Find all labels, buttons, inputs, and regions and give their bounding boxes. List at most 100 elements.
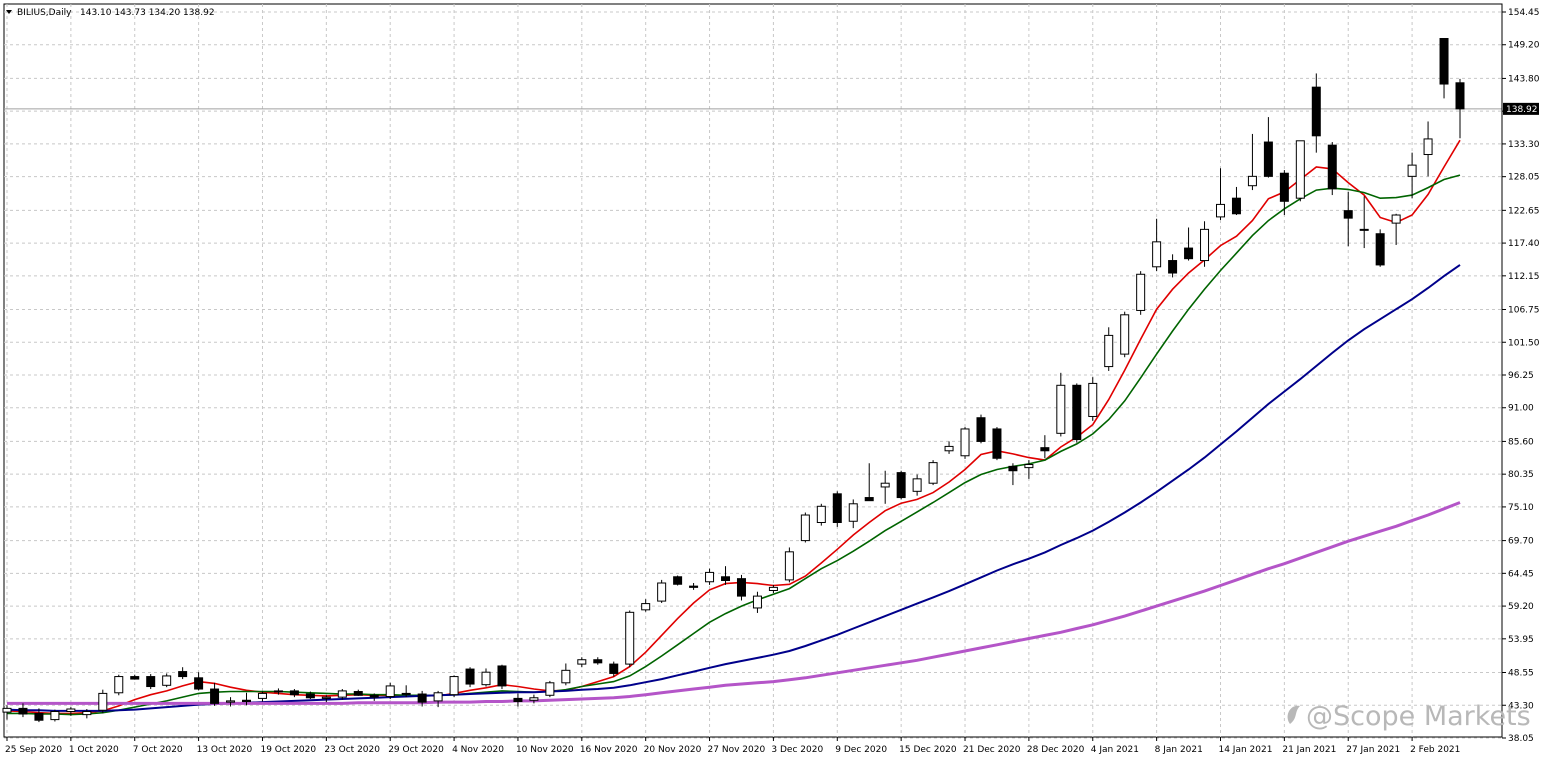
candle — [226, 697, 236, 707]
candle-body-bear — [242, 699, 252, 703]
candle-body-bull — [577, 659, 587, 665]
candle — [1152, 218, 1162, 272]
candle-body-bull — [226, 700, 236, 703]
candle-body-bear — [273, 690, 283, 693]
candle — [513, 693, 523, 707]
candle — [1104, 327, 1114, 371]
candle-body-bear — [992, 428, 1002, 459]
x-tick-label: 10 Nov 2020 — [516, 745, 574, 755]
grid — [3, 3, 1503, 739]
candle-body-bull — [1295, 140, 1305, 199]
candle-body-bull — [1247, 175, 1257, 187]
ma-fast-line — [6, 139, 1461, 715]
candle — [353, 689, 363, 696]
candle — [433, 690, 443, 708]
candle — [162, 673, 172, 688]
candle-body-bull — [1215, 203, 1225, 218]
ma-mid-line — [7, 174, 1461, 716]
candle-body-bear — [401, 692, 411, 695]
candle — [369, 693, 379, 701]
y-tick-label: 69.70 — [1508, 537, 1534, 547]
candle-body-bear — [1327, 144, 1337, 190]
candle-body-bear — [736, 578, 746, 597]
y-tick-label: 43.30 — [1508, 701, 1534, 711]
y-tick-label: 101.50 — [1508, 338, 1540, 348]
candle-body-bull — [625, 611, 635, 665]
triangle-down-icon[interactable] — [6, 10, 12, 14]
x-tick-label: 2 Feb 2021 — [1410, 745, 1460, 755]
candle-body-bear — [1343, 210, 1353, 219]
candle-body-bull — [1391, 214, 1401, 224]
current-price-tag — [1503, 102, 1539, 115]
candle — [1231, 186, 1241, 216]
candle — [1391, 213, 1401, 245]
candle-body-bear — [178, 671, 188, 678]
x-tick-label: 21 Dec 2020 — [963, 745, 1021, 755]
candle — [114, 674, 124, 696]
candle — [146, 674, 156, 690]
candle-body-bear — [465, 668, 475, 685]
y-tick-label: 133.30 — [1508, 140, 1540, 150]
y-tick-label: 85.60 — [1508, 437, 1534, 447]
candle — [1423, 121, 1433, 177]
x-tick-label: 4 Nov 2020 — [452, 745, 504, 755]
x-tick-label: 19 Oct 2020 — [260, 745, 316, 755]
candle-body-bear — [864, 497, 874, 502]
candle-body-bull — [1407, 164, 1417, 177]
candle — [545, 680, 555, 698]
candles — [2, 38, 1465, 723]
candle-body-bear — [689, 585, 699, 588]
candle-body-bear — [130, 676, 140, 680]
y-tick-label: 149.20 — [1508, 41, 1540, 51]
candle-body-bull — [337, 690, 347, 698]
candle-body-bull — [257, 692, 267, 699]
candle-body-bear — [1040, 447, 1050, 452]
candle — [257, 691, 267, 702]
candle-body-bull — [50, 710, 60, 721]
candle — [864, 463, 874, 502]
candle-body-bear — [609, 663, 619, 674]
candle — [976, 414, 986, 444]
candle-body-bull — [162, 675, 172, 686]
candle-body-bear — [417, 693, 427, 703]
candle-body-bear — [497, 665, 507, 687]
candle — [1136, 271, 1146, 315]
candle-body-bull — [1136, 273, 1146, 311]
candle — [1247, 133, 1257, 191]
y-tick-label: 53.95 — [1508, 635, 1534, 645]
candle-body-bull — [768, 586, 778, 591]
candle — [800, 512, 810, 543]
candle-body-bear — [513, 697, 523, 703]
candle-body-bull — [82, 710, 92, 716]
moving-averages — [6, 139, 1461, 716]
candle-body-bull — [561, 669, 571, 684]
candle — [880, 470, 890, 504]
candle — [912, 474, 922, 496]
y-tick-label: 48.55 — [1508, 669, 1534, 679]
candle — [34, 708, 44, 723]
candle — [337, 689, 347, 700]
x-tick-label: 16 Nov 2020 — [580, 745, 638, 755]
candle-body-bull — [481, 671, 491, 686]
candle-body-bear — [369, 694, 379, 698]
x-tick-label: 27 Nov 2020 — [708, 745, 766, 755]
x-tick-label: 3 Dec 2020 — [771, 745, 823, 755]
candle-body-bear — [673, 576, 683, 585]
candle — [178, 667, 188, 680]
candle — [816, 503, 826, 526]
candle-body-bull — [1359, 228, 1369, 231]
x-tick-label: 23 Oct 2020 — [324, 745, 380, 755]
ma-slow-line — [6, 264, 1461, 712]
candle — [960, 427, 970, 459]
candle — [784, 547, 794, 583]
price-axis: 154.45149.20143.80138.55133.30128.05122.… — [1501, 4, 1540, 744]
candle — [896, 470, 906, 500]
chart-header[interactable]: BILIUS,Daily 143.10 143.73 134.20 138.92 — [6, 8, 215, 18]
candle — [1184, 227, 1194, 261]
candle-body-bull — [752, 595, 762, 609]
ohlc-values: 143.10 143.73 134.20 138.92 — [80, 8, 215, 18]
candle-body-bull — [1024, 464, 1034, 469]
candle — [130, 674, 140, 680]
candle — [385, 682, 395, 700]
